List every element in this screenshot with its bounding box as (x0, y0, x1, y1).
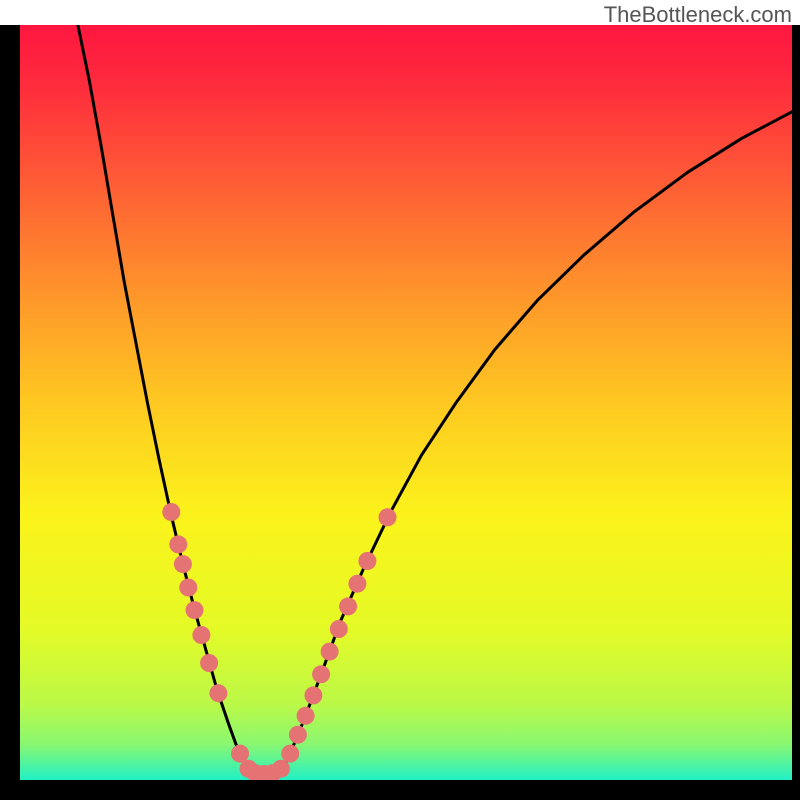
marker-point (179, 579, 197, 597)
marker-point (304, 686, 322, 704)
marker-point (174, 555, 192, 573)
marker-point (379, 508, 397, 526)
marker-point (272, 760, 290, 778)
marker-point (339, 597, 357, 615)
plot-background-gradient (20, 25, 792, 780)
marker-point (281, 745, 299, 763)
marker-point (358, 552, 376, 570)
bottleneck-curve-chart (0, 0, 800, 800)
marker-point (348, 575, 366, 593)
chart-container: TheBottleneck.com (0, 0, 800, 800)
marker-point (186, 601, 204, 619)
marker-point (231, 745, 249, 763)
marker-point (162, 503, 180, 521)
marker-point (289, 726, 307, 744)
marker-point (169, 535, 187, 553)
watermark-text: TheBottleneck.com (596, 0, 800, 30)
marker-point (297, 707, 315, 725)
marker-point (192, 626, 210, 644)
marker-point (321, 643, 339, 661)
marker-point (312, 665, 330, 683)
marker-point (330, 620, 348, 638)
marker-point (209, 684, 227, 702)
marker-point (200, 654, 218, 672)
